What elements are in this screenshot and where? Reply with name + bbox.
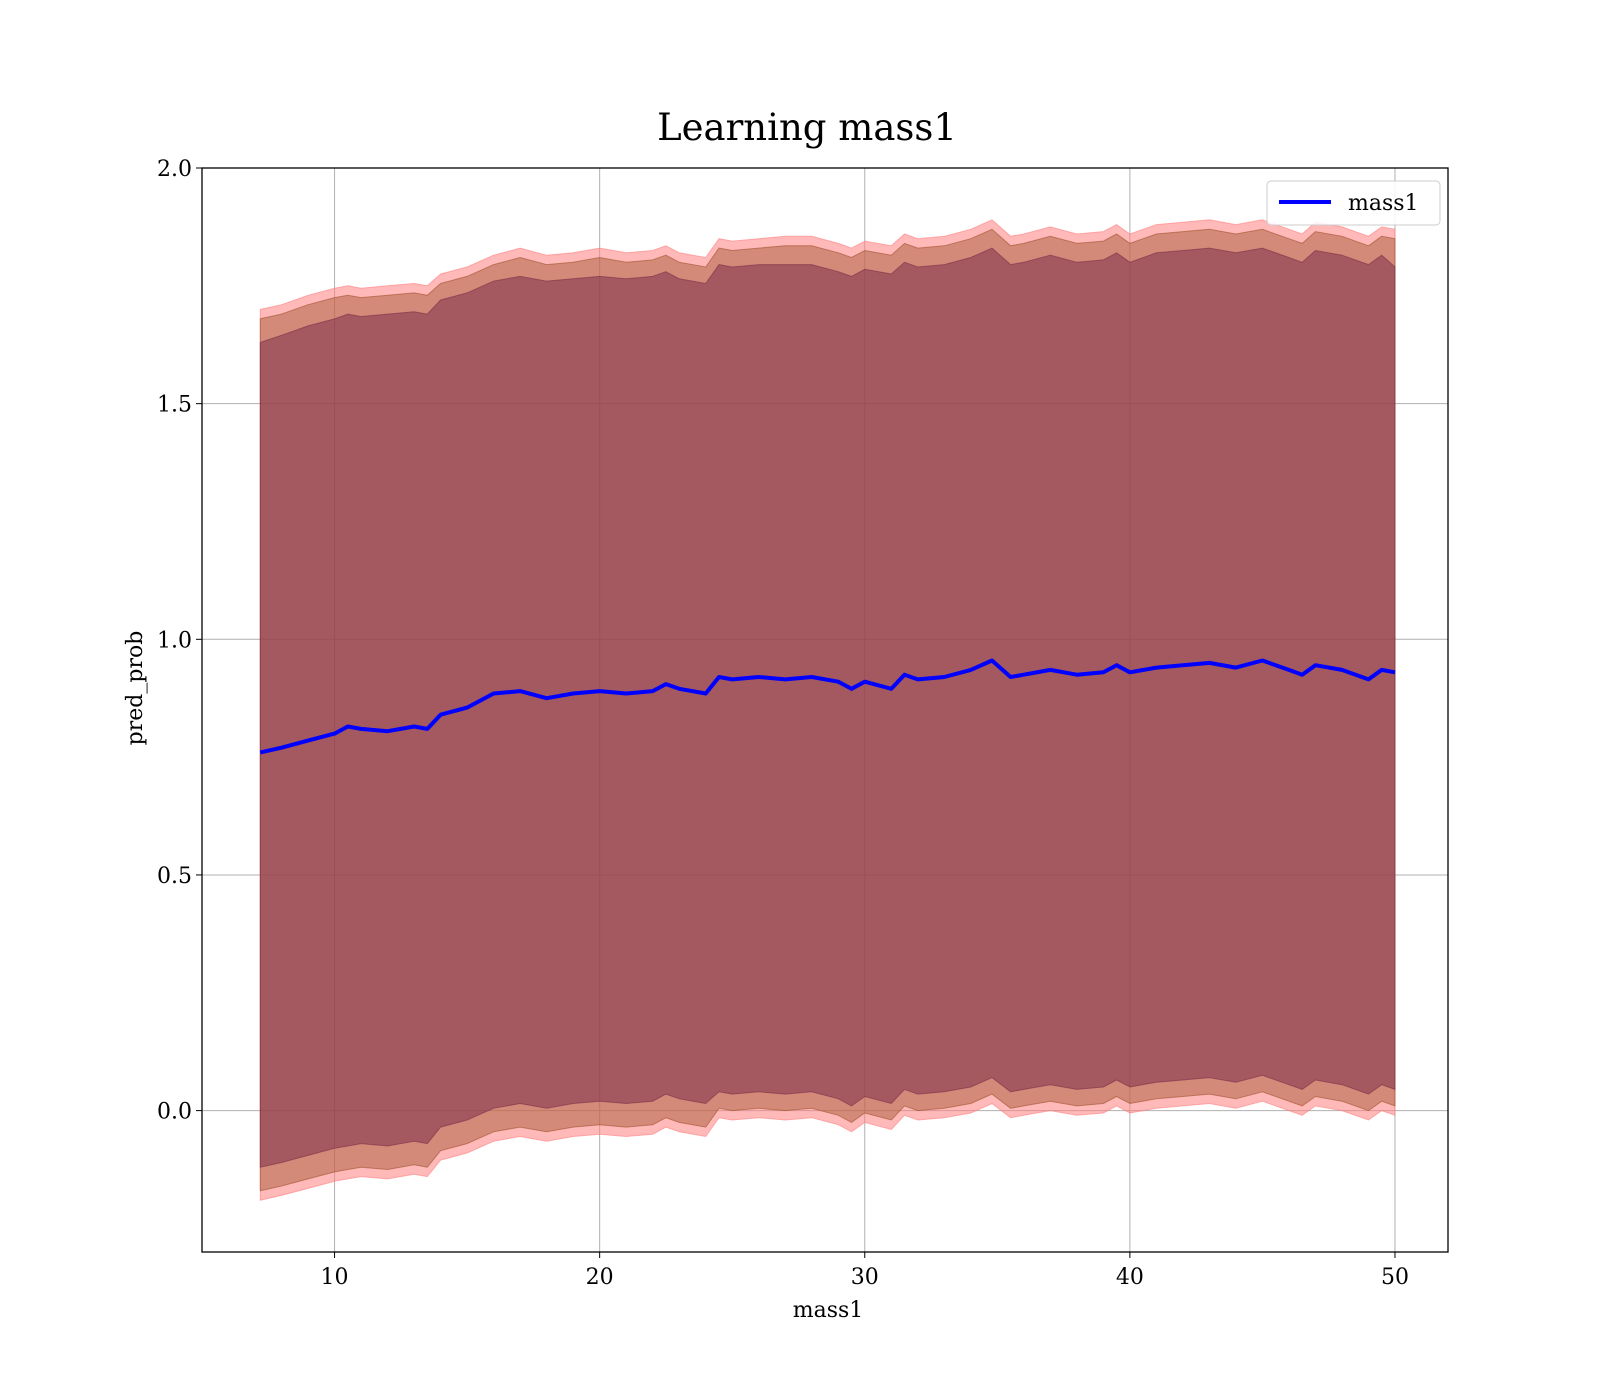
chart-title: Learning mass1 — [657, 106, 957, 149]
x-tick-label-0: 10 — [321, 1265, 349, 1290]
legend-box — [1266, 180, 1441, 226]
y-axis-title: pred_prob — [123, 631, 148, 746]
x-tick-label-4: 50 — [1381, 1265, 1409, 1290]
x-tick-label-3: 40 — [1116, 1265, 1144, 1290]
y-tick-label-0: 0.0 — [157, 1100, 192, 1125]
plot-area: 10 20 30 40 50 0.0 0.5 1.0 1.5 2.0 — [157, 157, 1449, 1290]
plot-frame — [201, 167, 1449, 1253]
confidence-bands — [259, 219, 1396, 1201]
x-axis-ticks: 10 20 30 40 50 — [321, 1252, 1409, 1290]
y-tick-label-2: 1.0 — [157, 628, 192, 653]
series-line-mass1 — [259, 658, 1396, 755]
legend: mass1 — [1266, 180, 1441, 226]
x-tick-label-2: 30 — [851, 1265, 879, 1290]
legend-label-mass1: mass1 — [1348, 191, 1419, 216]
band-2 — [259, 247, 1396, 1168]
series-lines — [259, 658, 1396, 755]
y-tick-label-1: 0.5 — [157, 864, 192, 889]
x-tick-label-1: 20 — [586, 1265, 614, 1290]
x-axis-title: mass1 — [793, 1298, 864, 1323]
y-tick-label-4: 2.0 — [157, 157, 192, 182]
y-axis-ticks: 0.0 0.5 1.0 1.5 2.0 — [157, 157, 202, 1125]
y-tick-label-3: 1.5 — [157, 393, 192, 418]
